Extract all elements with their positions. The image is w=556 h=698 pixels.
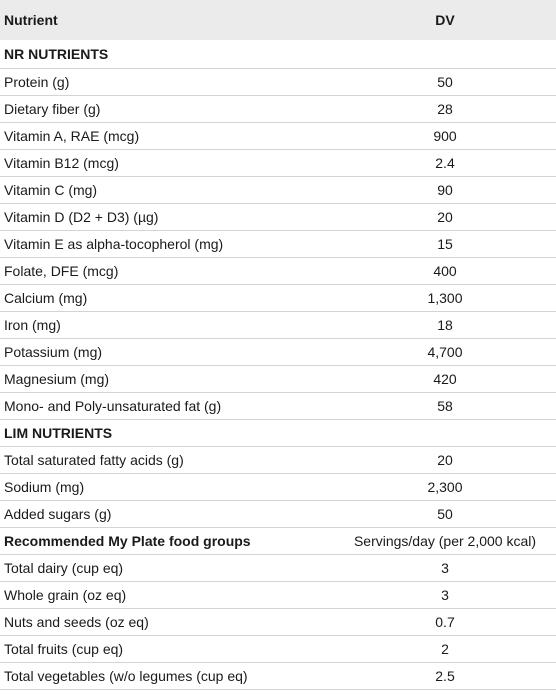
nutrient-name: Vitamin B12 (mcg) — [0, 149, 334, 177]
table-row: Vitamin A, RAE (mcg) 900 — [0, 122, 556, 150]
section-title: Recommended My Plate food groups — [0, 527, 334, 555]
nutrient-value: 50 — [334, 68, 556, 96]
table-row: Sodium (mg) 2,300 — [0, 473, 556, 501]
food-group-value: 2 — [334, 635, 556, 663]
table-row: Vitamin E as alpha-tocopherol (mg) 15 — [0, 230, 556, 258]
nutrient-value: 28 — [334, 95, 556, 123]
nutrient-name: Vitamin E as alpha-tocopherol (mg) — [0, 230, 334, 258]
table-row: Iron (mg) 18 — [0, 311, 556, 339]
nutrient-value: 900 — [334, 122, 556, 150]
table-row: Added sugars (g) 50 — [0, 500, 556, 528]
table-row: Protein (g) 50 — [0, 68, 556, 96]
section-subheader: Servings/day (per 2,000 kcal) — [334, 527, 556, 555]
nutrient-name: Potassium (mg) — [0, 338, 334, 366]
food-group-value: 0.7 — [334, 608, 556, 636]
nutrient-value: 15 — [334, 230, 556, 258]
nutrient-value: 20 — [334, 203, 556, 231]
food-group-name: Nuts and seeds (oz eq) — [0, 608, 334, 636]
table-row: Vitamin D (D2 + D3) (µg) 20 — [0, 203, 556, 231]
table-row: Total dairy (cup eq) 3 — [0, 554, 556, 582]
nutrient-name: Dietary fiber (g) — [0, 95, 334, 123]
table-header-row: Nutrient DV — [0, 0, 556, 40]
nutrient-name: Vitamin D (D2 + D3) (µg) — [0, 203, 334, 231]
section-title: NR NUTRIENTS — [4, 46, 109, 62]
table-row: Calcium (mg) 1,300 — [0, 284, 556, 312]
nutrient-name: Vitamin C (mg) — [0, 176, 334, 204]
nutrient-value: 58 — [334, 392, 556, 420]
nutrient-name: Total saturated fatty acids (g) — [0, 446, 334, 474]
table-row: Total saturated fatty acids (g) 20 — [0, 446, 556, 474]
nutrient-name: Mono- and Poly-unsaturated fat (g) — [0, 392, 334, 420]
nutrient-name: Folate, DFE (mcg) — [0, 257, 334, 285]
header-dv: DV — [435, 12, 455, 28]
table-row: Folate, DFE (mcg) 400 — [0, 257, 556, 285]
table-row: Whole grain (oz eq) 3 — [0, 581, 556, 609]
nutrient-value: 90 — [334, 176, 556, 204]
section-row: Recommended My Plate food groups Serving… — [0, 527, 556, 555]
nutrient-value: 2,300 — [334, 473, 556, 501]
food-group-value: 3 — [334, 554, 556, 582]
food-group-name: Total vegetables (w/o legumes (cup eq) — [0, 662, 334, 690]
nutrient-value: 400 — [334, 257, 556, 285]
nutrient-value: 20 — [334, 446, 556, 474]
section-row: NR NUTRIENTS — [0, 40, 556, 69]
nutrient-name: Vitamin A, RAE (mcg) — [0, 122, 334, 150]
table-row: Total fruits (cup eq) 2 — [0, 635, 556, 663]
nutrient-name: Added sugars (g) — [0, 500, 334, 528]
food-group-value: 3 — [334, 581, 556, 609]
header-nutrient: Nutrient — [4, 12, 58, 28]
nutrient-name: Magnesium (mg) — [0, 365, 334, 393]
nutrient-name: Sodium (mg) — [0, 473, 334, 501]
section-title: LIM NUTRIENTS — [0, 419, 556, 447]
table-row: Mono- and Poly-unsaturated fat (g) 58 — [0, 392, 556, 420]
table-row: Total vegetables (w/o legumes (cup eq) 2.… — [0, 662, 556, 690]
food-group-value: 2.5 — [334, 662, 556, 690]
table-row: Vitamin C (mg) 90 — [0, 176, 556, 204]
section-row: LIM NUTRIENTS — [0, 419, 556, 447]
nutrient-name: Calcium (mg) — [0, 284, 334, 312]
nutrient-value: 1,300 — [334, 284, 556, 312]
nutrient-value: 18 — [334, 311, 556, 339]
table-row: Nuts and seeds (oz eq) 0.7 — [0, 608, 556, 636]
nutrient-name: Protein (g) — [0, 68, 334, 96]
food-group-name: Whole grain (oz eq) — [0, 581, 334, 609]
nutrient-name: Iron (mg) — [0, 311, 334, 339]
table-row: Magnesium (mg) 420 — [0, 365, 556, 393]
food-group-name: Total fruits (cup eq) — [0, 635, 334, 663]
table-row: Dietary fiber (g) 28 — [0, 95, 556, 123]
nutrient-value: 2.4 — [334, 149, 556, 177]
nutrient-value: 50 — [334, 500, 556, 528]
table-row: Potassium (mg) 4,700 — [0, 338, 556, 366]
nutrient-value: 420 — [334, 365, 556, 393]
food-group-name: Total dairy (cup eq) — [0, 554, 334, 582]
nutrient-value: 4,700 — [334, 338, 556, 366]
table-row: Vitamin B12 (mcg) 2.4 — [0, 149, 556, 177]
